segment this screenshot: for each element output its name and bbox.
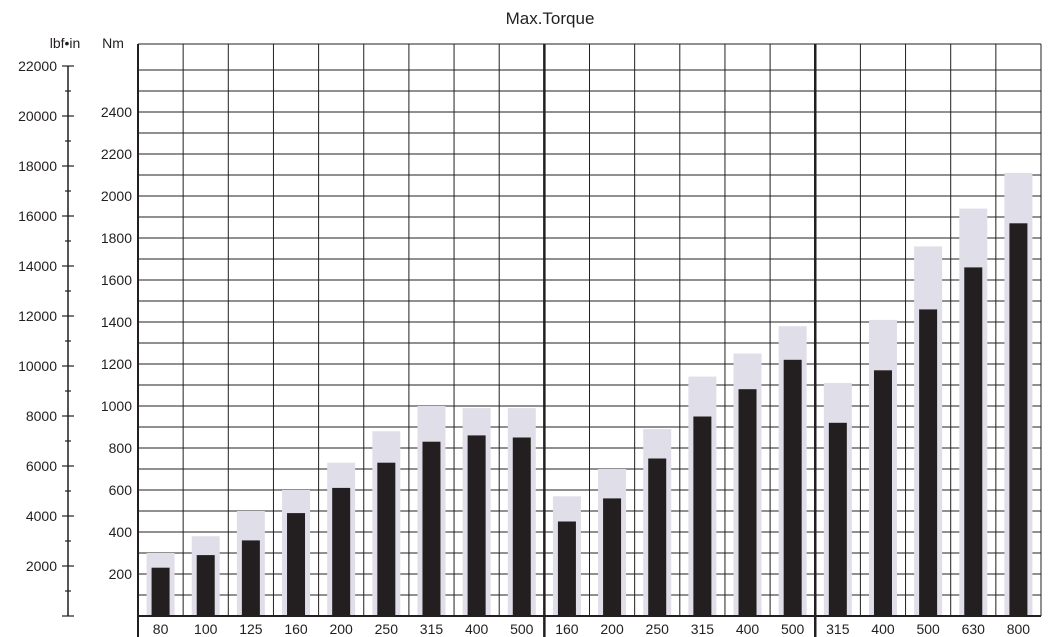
x-tick-label: 160 [284, 621, 308, 637]
bar-dark [512, 437, 531, 616]
y-lbf-tick-label: 18000 [18, 158, 57, 174]
bar-dark [873, 370, 892, 616]
y-nm-tick-label: 2000 [101, 188, 132, 204]
y-lbf-tick-label: 10000 [18, 358, 57, 374]
bar-dark [738, 389, 757, 616]
x-tick-label: 80 [153, 621, 169, 637]
x-tick-label: 100 [194, 621, 218, 637]
x-tick-label: 250 [646, 621, 670, 637]
bar-dark [422, 441, 441, 616]
y-lbf-tick-label: 4000 [26, 508, 57, 524]
y-nm-tick-label: 200 [109, 566, 133, 582]
y-lbf-tick-label: 12000 [18, 308, 57, 324]
bar-dark [828, 422, 847, 616]
x-tick-label: 500 [510, 621, 534, 637]
bar-dark [603, 498, 622, 616]
bar-dark [241, 540, 260, 616]
y-right-unit-label: Nm [102, 35, 124, 51]
y-nm-tick-label: 1400 [101, 314, 132, 330]
bar-dark [196, 555, 215, 616]
y-left-unit-label: lbf•in [50, 35, 81, 51]
x-tick-label: 630 [962, 621, 986, 637]
y-nm-tick-label: 800 [109, 440, 133, 456]
bar-dark [377, 462, 396, 616]
y-lbf-tick-label: 2000 [26, 558, 57, 574]
chart-title: Max.Torque [506, 9, 595, 28]
y-lbf-tick-label: 20000 [18, 108, 57, 124]
x-tick-label: 125 [239, 621, 263, 637]
y-nm-tick-label: 1600 [101, 272, 132, 288]
y-lbf-tick-label: 6000 [26, 458, 57, 474]
x-tick-label: 800 [1007, 621, 1031, 637]
x-tick-label: 200 [329, 621, 353, 637]
axes: 200 400 600 800 1000 1200 1400 1600 1800 2000 2200… [18, 58, 1030, 637]
bar-dark [919, 309, 938, 616]
x-tick-label: 200 [600, 621, 624, 637]
x-tick-label: 400 [465, 621, 489, 637]
y-lbf-tick-label: 16000 [18, 208, 57, 224]
bar-dark [964, 267, 983, 616]
x-tick-label: 400 [736, 621, 760, 637]
bar-dark [332, 487, 351, 616]
y-lbf-tick-label: 14000 [18, 258, 57, 274]
bar-dark [648, 458, 667, 616]
y-lbf-tick-label: 22000 [18, 58, 57, 74]
bar-dark [151, 567, 170, 616]
x-tick-label: 160 [555, 621, 579, 637]
bars [146, 172, 1033, 617]
y-nm-tick-label: 400 [109, 524, 133, 540]
y-nm-tick-label: 1800 [101, 230, 132, 246]
x-tick-label: 400 [871, 621, 895, 637]
y-nm-tick-label: 1200 [101, 356, 132, 372]
bar-dark [287, 513, 306, 616]
bar-dark [1009, 223, 1028, 617]
y-lbf-tick-label: 8000 [26, 408, 57, 424]
y-nm-tick-label: 600 [109, 482, 133, 498]
grid-lines [138, 44, 1041, 616]
x-tick-label: 315 [691, 621, 715, 637]
x-tick-label: 315 [420, 621, 444, 637]
bar-dark [467, 435, 486, 616]
y-nm-tick-label: 2400 [101, 104, 132, 120]
x-tick-label: 250 [375, 621, 399, 637]
y-nm-tick-label: 2200 [101, 146, 132, 162]
y-nm-tick-label: 1000 [101, 398, 132, 414]
x-tick-label: 500 [781, 621, 805, 637]
bar-dark [557, 521, 576, 616]
x-tick-label: 315 [826, 621, 850, 637]
x-tick-label: 500 [916, 621, 940, 637]
bar-dark [783, 359, 802, 616]
bar-dark [693, 416, 712, 616]
chart-frame [137, 43, 1042, 637]
